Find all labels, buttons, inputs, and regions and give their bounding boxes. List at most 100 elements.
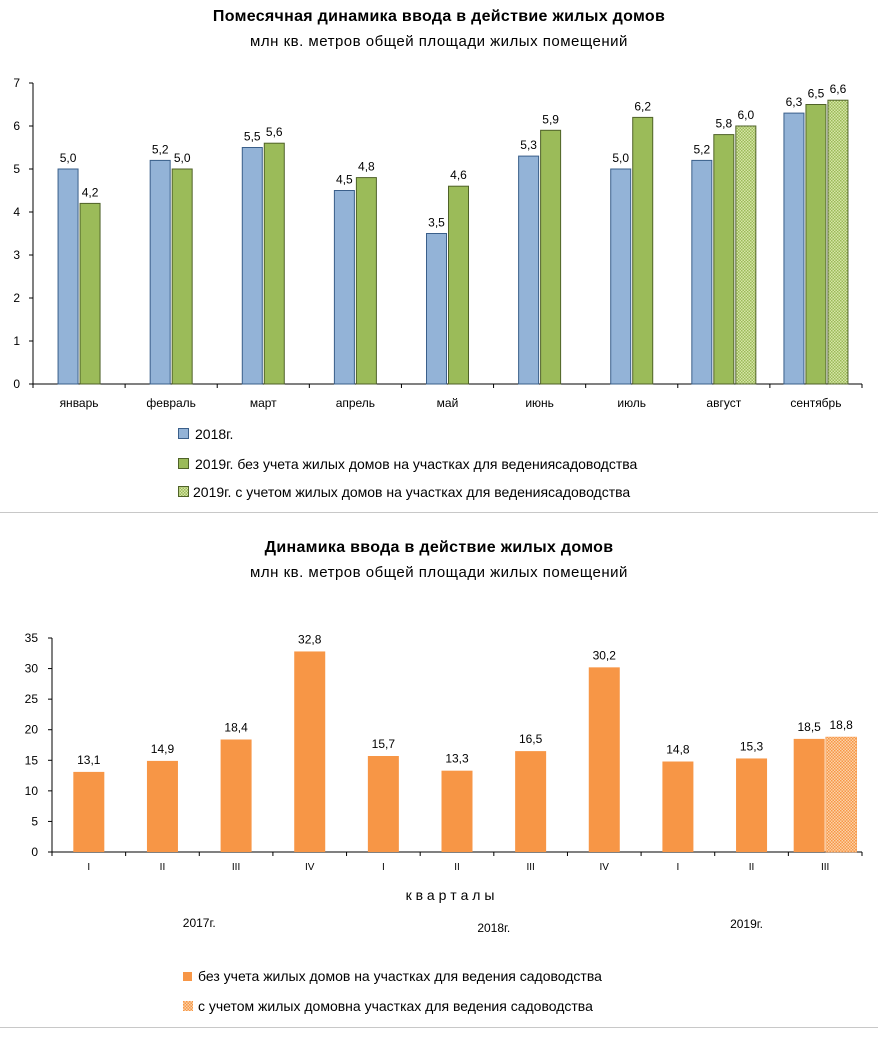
data-label: 6,3 [786, 95, 803, 109]
bar [294, 651, 326, 852]
x-tick-label: II [749, 862, 755, 873]
x-tick-label: июнь [525, 396, 554, 410]
monthly-chart-title: Помесячная динамика ввода в действие жил… [212, 8, 666, 25]
data-label: 14,8 [666, 743, 690, 757]
bar [441, 770, 473, 852]
bar [73, 771, 105, 852]
quarterly-chart-title: Динамика ввода в действие жилых домов [264, 539, 614, 556]
legend-item-with: с учетом жилых домовна участках для веде… [183, 998, 593, 1014]
y-tick-label: 20 [25, 723, 39, 737]
data-label: 3,5 [428, 216, 445, 230]
year-label: 2019г. [730, 917, 763, 931]
data-label: 15,3 [740, 739, 764, 753]
data-label: 4,6 [450, 168, 467, 182]
bar [825, 736, 857, 853]
y-tick-label: 1 [13, 334, 20, 348]
monthly-chart-panel: Помесячная динамика ввода в действие жил… [0, 0, 878, 513]
bar [793, 738, 825, 852]
bar [448, 185, 469, 385]
bar [805, 104, 827, 385]
data-label: 5,8 [715, 117, 732, 131]
y-tick-label: 3 [13, 248, 20, 262]
x-tick-label: I [677, 862, 680, 873]
y-tick-label: 15 [25, 753, 39, 767]
x-axis-label: к в а р т а л ы [406, 887, 495, 903]
data-label: 5,5 [244, 130, 261, 144]
data-label: 6,6 [830, 82, 847, 96]
bar [79, 202, 101, 385]
y-tick-label: 5 [31, 814, 38, 828]
y-tick-label: 25 [25, 692, 39, 706]
data-label: 16,5 [519, 732, 543, 746]
data-label: 6,5 [808, 87, 825, 101]
data-label: 5,6 [266, 125, 283, 139]
y-tick-label: 35 [25, 631, 39, 645]
legend-swatch-blue [178, 428, 189, 439]
bar [220, 739, 252, 852]
x-tick-label: III [232, 862, 240, 873]
data-label: 13,3 [445, 752, 469, 766]
quarterly-chart-subtitle: млн кв. метров общей площади жилых помещ… [250, 564, 628, 581]
monthly-chart-subtitle: млн кв. метров общей площади жилых помещ… [250, 33, 628, 50]
data-label: 32,8 [298, 632, 322, 646]
x-tick-label: сентябрь [790, 396, 841, 410]
data-label: 5,0 [612, 151, 629, 165]
x-tick-label: январь [60, 396, 99, 410]
bar [367, 756, 399, 852]
legend-swatch-orange-hatched [183, 1001, 193, 1011]
bar [515, 751, 547, 852]
legend-item-2018: 2018г. [178, 426, 233, 442]
bar [518, 155, 540, 385]
bar [540, 129, 562, 385]
data-label: 6,0 [737, 108, 754, 122]
data-label: 5,2 [152, 142, 169, 156]
bar [355, 177, 377, 385]
data-label: 13,1 [77, 753, 101, 767]
bar [827, 99, 849, 385]
legend-item-without: без учета жилых домов на участках для ве… [183, 968, 602, 984]
bar [263, 142, 285, 385]
bar [662, 761, 694, 852]
y-tick-label: 0 [31, 845, 38, 859]
bar [735, 125, 757, 385]
data-label: 4,8 [358, 160, 375, 174]
data-label: 18,4 [224, 720, 248, 734]
quarterly-chart-panel: Динамика ввода в действие жилых домов мл… [0, 522, 878, 1028]
data-label: 14,9 [151, 742, 175, 756]
bar [171, 168, 193, 385]
year-label: 2018г. [477, 921, 510, 935]
legend-label-2019-with: 2019г. с учетом жилых домов на участках … [193, 484, 631, 500]
x-tick-label: III [821, 862, 829, 873]
bar [783, 112, 805, 385]
data-label: 6,2 [634, 99, 651, 113]
bar [713, 134, 735, 385]
y-tick-label: 5 [13, 162, 20, 176]
data-label: 5,3 [520, 138, 537, 152]
legend-swatch-green [178, 458, 189, 469]
x-tick-label: IV [305, 862, 315, 873]
data-label: 30,2 [593, 648, 617, 662]
data-label: 18,8 [830, 718, 854, 732]
bar [426, 233, 447, 385]
x-tick-label: март [250, 396, 277, 410]
bar [632, 116, 654, 385]
y-tick-label: 0 [13, 377, 20, 391]
x-tick-label: август [706, 396, 741, 410]
x-tick-label: апрель [336, 396, 375, 410]
data-label: 5,9 [542, 112, 559, 126]
bar [588, 667, 620, 852]
data-label: 5,0 [174, 151, 191, 165]
bar [57, 168, 79, 385]
y-tick-label: 10 [25, 784, 39, 798]
legend-label-without: без учета жилых домов на участках для ве… [198, 968, 602, 984]
legend-item-2019-without: 2019г. без учета жилых домов на участках… [178, 456, 637, 472]
bar [149, 159, 171, 385]
data-label: 18,5 [798, 720, 822, 734]
x-tick-label: III [526, 862, 534, 873]
quarterly-chart: 05101520253035I13,1II14,9III18,4IV32,8I1… [25, 631, 863, 935]
legend-swatch-orange [183, 972, 192, 981]
year-label: 2017г. [183, 916, 216, 930]
x-tick-label: май [437, 396, 459, 410]
data-label: 4,2 [82, 185, 99, 199]
x-tick-label: февраль [146, 396, 196, 410]
